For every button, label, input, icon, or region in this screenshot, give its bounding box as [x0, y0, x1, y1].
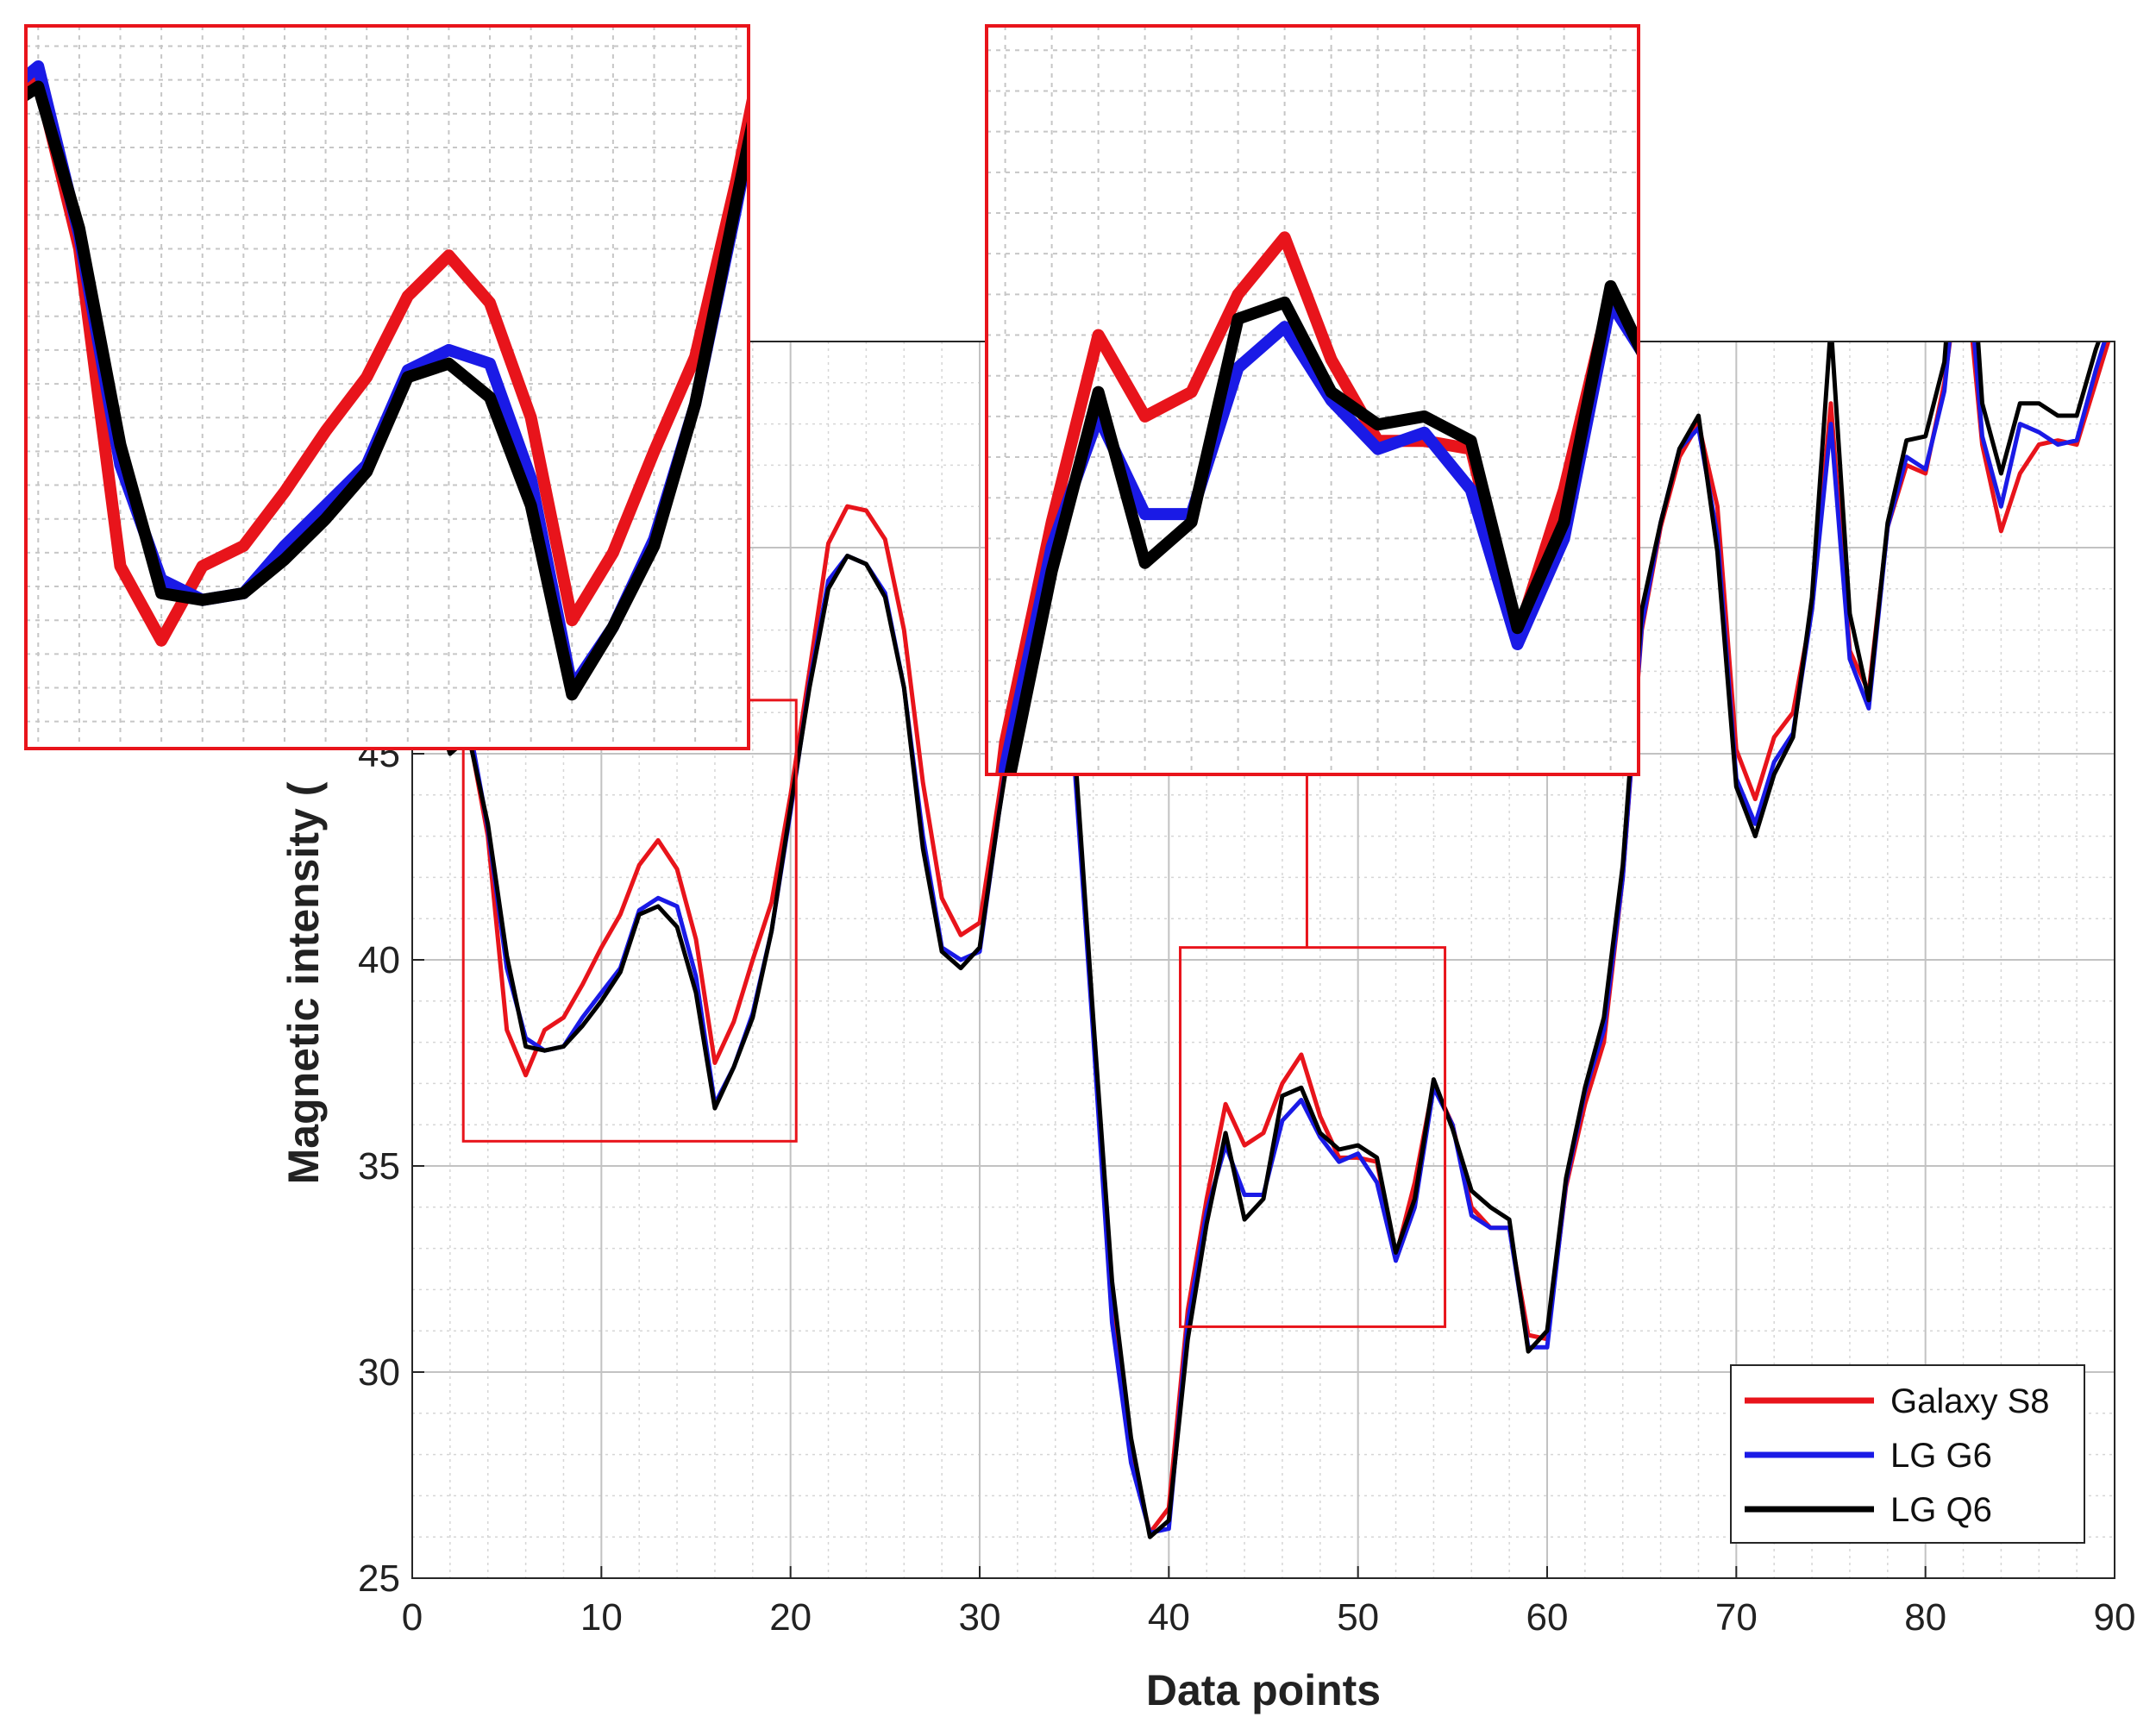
- x-tick-label: 90: [2094, 1596, 2136, 1639]
- legend-label-galaxy-s8: Galaxy S8: [1890, 1382, 2050, 1420]
- series-line-lg-q6: [429, 342, 2102, 1539]
- inset-series-line-lg-q6: [26, 80, 749, 701]
- inset-series-line-galaxy-s8: [26, 73, 749, 647]
- x-tick-label: 10: [580, 1596, 623, 1639]
- zoom-inset-1: [24, 24, 750, 750]
- x-tick-label: 0: [402, 1596, 423, 1639]
- legend-label-lg-q6: LG Q6: [1890, 1491, 1992, 1529]
- x-tick-label: 60: [1526, 1596, 1569, 1639]
- legend: Galaxy S8 LG G6 LG Q6: [1730, 1364, 2085, 1544]
- zoom-insets: [24, 24, 1640, 776]
- inset-frame: [24, 24, 750, 750]
- x-tick-label: 30: [959, 1596, 1001, 1639]
- y-axis-label: Magnetic intensity (: [279, 781, 328, 1184]
- series-lines: [429, 342, 2111, 1539]
- y-tick-label: 40: [358, 939, 400, 981]
- legend-label-lg-g6: LG G6: [1890, 1437, 1992, 1475]
- inset-series-line-lg-q6: [1004, 279, 1639, 774]
- x-tick-label: 40: [1148, 1596, 1190, 1639]
- x-tick-label: 20: [769, 1596, 812, 1639]
- inset-frame: [985, 24, 1640, 776]
- y-tick-label: 35: [358, 1145, 400, 1188]
- inset-series: [26, 60, 749, 701]
- x-tick-label: 70: [1715, 1596, 1758, 1639]
- zoom-inset-2: [985, 24, 1640, 776]
- inset-series: [995, 231, 1639, 774]
- x-axis-label: Data points: [1146, 1666, 1381, 1714]
- y-tick-label: 25: [358, 1557, 400, 1600]
- zoom-box-2: [1178, 946, 1447, 1328]
- inset-background: [26, 26, 749, 749]
- x-tick-label: 80: [1904, 1596, 1946, 1639]
- x-tick-label: 50: [1337, 1596, 1379, 1639]
- y-tick-label: 30: [358, 1351, 400, 1394]
